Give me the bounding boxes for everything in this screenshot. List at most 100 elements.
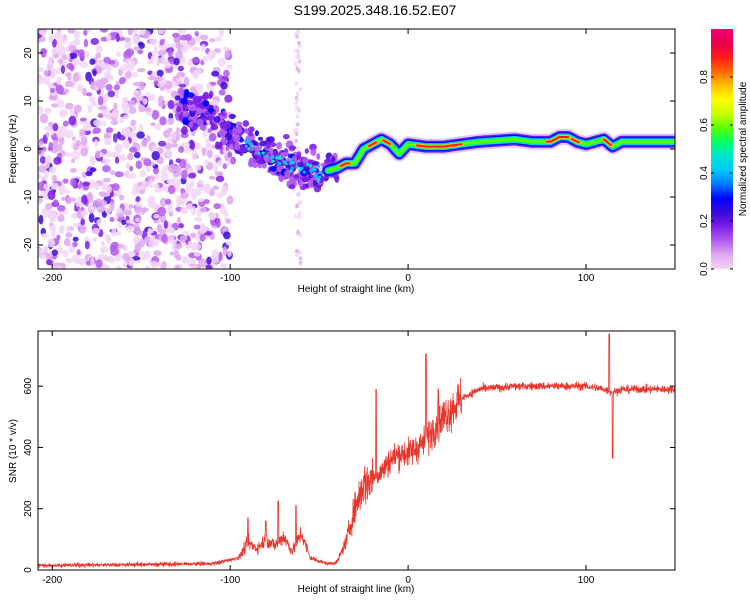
spectrogram-cell <box>168 185 176 195</box>
spectrogram-cell <box>67 29 76 34</box>
spectrogram-cell <box>103 177 111 183</box>
spectrogram-cell <box>150 122 156 127</box>
spectrogram-cell <box>247 147 251 151</box>
colorbar-label: Normalized spectral amplitude <box>738 81 749 216</box>
spectrogram-cell <box>83 38 89 48</box>
spectrogram-cell <box>48 95 54 101</box>
spectrogram-cell <box>43 183 50 191</box>
spectrogram-cell <box>313 174 318 178</box>
spectrogram-cell <box>51 249 58 256</box>
spectrogram-cell <box>310 148 317 156</box>
spectrogram-cell <box>110 247 119 256</box>
spectrogram-cell <box>99 29 109 33</box>
snr-x-tick-label: 100 <box>578 575 595 586</box>
spectrogram-cell <box>106 185 112 194</box>
spectrogram-cell <box>40 47 47 58</box>
spectrogram-cell <box>128 251 136 256</box>
spectrogram-cell <box>125 48 135 57</box>
spectrogram-cell <box>155 57 161 67</box>
spectrogram-cell <box>227 250 232 257</box>
spectrogram-cell <box>207 128 212 133</box>
spectrogram-cell <box>121 219 127 225</box>
spectrogram-cell <box>180 192 190 199</box>
spectrogram-cell <box>79 128 86 137</box>
spectrogram-cell <box>168 164 177 174</box>
spectrogram-cell <box>109 217 115 222</box>
spectrogram-cell <box>199 124 207 131</box>
spectrogram-cell <box>40 36 46 42</box>
spectrogram-cell <box>167 234 175 244</box>
spectrogram-cell <box>256 156 263 165</box>
spectrogram-cell <box>244 144 248 148</box>
spectrogram-cell <box>38 141 44 147</box>
spectrogram-cell <box>158 101 164 108</box>
spectrogram-cell <box>149 38 158 45</box>
spectrogram-cell <box>165 149 173 158</box>
spectrogram-cell <box>81 210 89 217</box>
spectrogram-cell <box>236 126 243 135</box>
spectrogram-cell <box>84 240 90 250</box>
spectrogram-cell <box>197 190 202 196</box>
spectrogram-cell <box>38 75 45 85</box>
spectrogram-cell <box>164 143 172 150</box>
spectrogram-cell <box>295 252 299 257</box>
spectrogram-cell <box>110 119 119 126</box>
spectrogram-cell <box>75 201 84 207</box>
spectrogram-cell <box>156 224 162 233</box>
spectrogram-cell <box>154 187 162 193</box>
spectrogram-cell <box>168 131 177 141</box>
spectrogram-cell <box>133 235 141 245</box>
spectrogram-cell <box>220 205 226 214</box>
spectrogram-cell <box>294 100 298 106</box>
spectrogram-cell <box>176 178 182 187</box>
spectrogram-cell <box>41 207 50 218</box>
spectrogram-cell <box>122 127 132 138</box>
spectrogram-cell <box>101 63 111 68</box>
spectrogram-cell <box>208 107 215 113</box>
spectrogram-cell <box>38 165 47 173</box>
spectrogram-cell <box>175 158 182 164</box>
spectrogram-cell <box>213 164 218 174</box>
spectrogram-cell <box>153 219 160 224</box>
spectrogram-cell <box>84 236 90 243</box>
spectrogram-cell <box>187 172 197 179</box>
spectrogram-cell <box>215 217 221 228</box>
spectrogram-cell <box>307 179 314 188</box>
spectrogram-cell <box>124 43 132 50</box>
spectrogram-cell <box>123 114 130 120</box>
spectrogram-cell <box>103 71 111 77</box>
spectrogram-cell <box>56 30 63 40</box>
snr-y-tick-label: 400 <box>23 439 34 456</box>
spectrogram-cell <box>187 240 192 245</box>
spectrogram-cell <box>97 113 104 119</box>
colorbar-tick-label: 0.6 <box>699 118 710 132</box>
spectrogram-cell <box>143 158 152 167</box>
spectrogram-cell <box>204 159 209 167</box>
spectrogram-cell <box>202 199 210 205</box>
spectrogram-cell <box>316 153 321 160</box>
spectrogram-cell <box>218 89 226 96</box>
spectrogram-cell <box>206 143 213 151</box>
colorbar-tick-label: 0.2 <box>699 214 710 228</box>
spectrogram-cell <box>223 231 231 240</box>
spectrogram-cell <box>252 163 258 169</box>
spectrogram-x-tick-label: -200 <box>42 273 62 284</box>
spectrogram-cell <box>188 139 195 149</box>
spectrogram-cell <box>64 189 70 194</box>
spectrogram-cell <box>257 151 261 155</box>
spectrogram-cell <box>70 168 77 173</box>
spectrogram-cell <box>232 133 241 143</box>
spectrogram-cell <box>167 117 175 126</box>
spectrogram-cell <box>218 29 224 38</box>
spectrogram-cell <box>89 157 94 163</box>
spectrogram-cell <box>166 178 176 185</box>
spectrogram-cell <box>57 133 63 138</box>
spectrogram-cell <box>225 241 232 246</box>
spectrogram-cell <box>60 196 67 201</box>
spectrogram-cell <box>192 98 201 106</box>
spectrogram-cell <box>296 122 300 127</box>
spectrogram-cell <box>167 99 175 110</box>
spectrogram-cell <box>235 121 243 126</box>
spectrogram-cell <box>278 175 284 182</box>
spectrogram-cell <box>198 179 204 185</box>
